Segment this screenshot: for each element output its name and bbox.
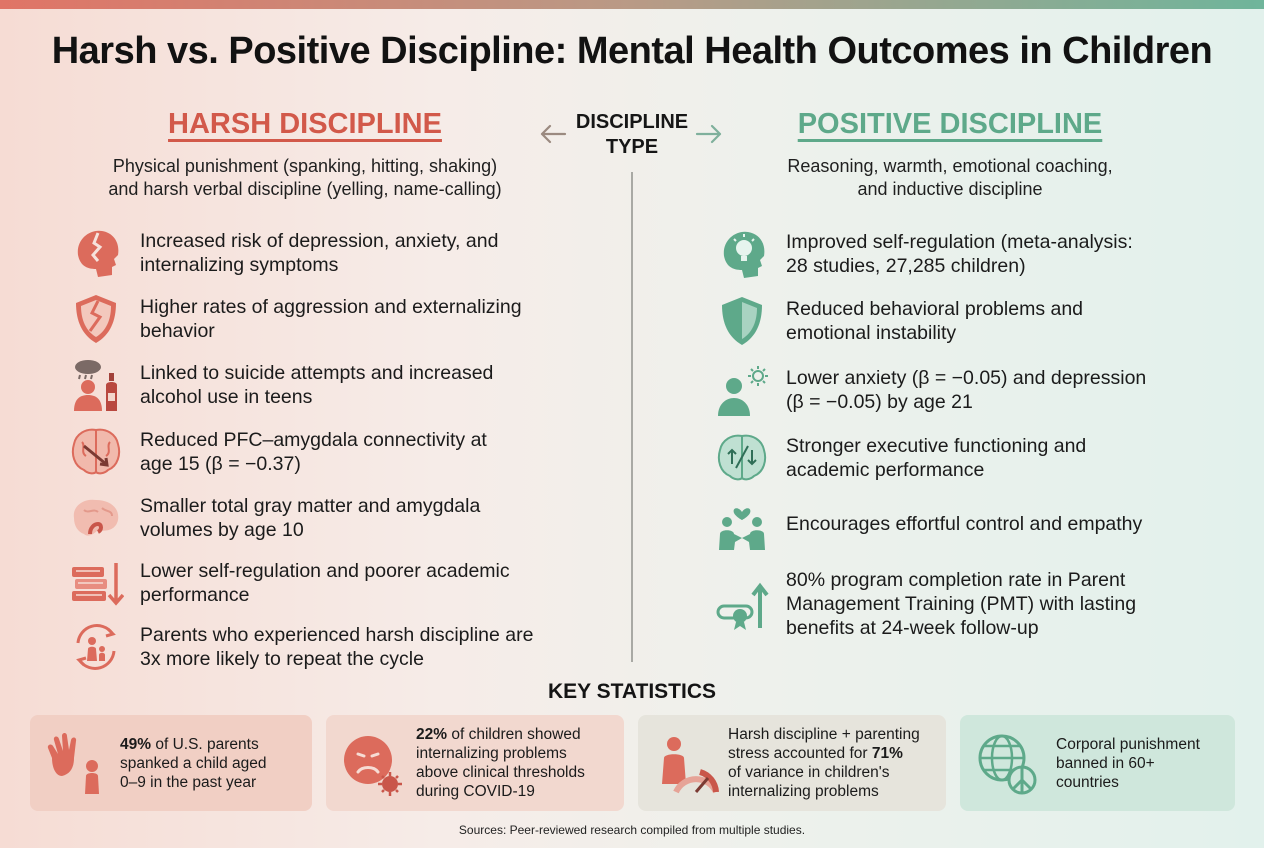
sad-face-virus-icon bbox=[344, 736, 402, 796]
broken-head-icon bbox=[77, 230, 119, 277]
stat-line: stress accounted for bbox=[728, 745, 872, 762]
item-text: academic performance bbox=[786, 459, 985, 481]
item-text: emotional instability bbox=[786, 322, 957, 344]
item-text: Reduced PFC–amygdala connectivity at bbox=[140, 429, 487, 451]
storm-cloud-bottle-icon bbox=[74, 360, 117, 411]
stat-line: countries bbox=[1056, 773, 1119, 791]
item-text: 80% program completion rate in Parent bbox=[786, 569, 1126, 591]
item-text: Higher rates of aggression and externali… bbox=[140, 296, 522, 318]
harsh-item: Linked to suicide attempts and increased… bbox=[68, 357, 588, 413]
stat-line: of variance in children's bbox=[728, 764, 890, 781]
stat-line: internalizing problems bbox=[728, 783, 879, 800]
sources-footnote: Sources: Peer-reviewed research compiled… bbox=[458, 823, 806, 837]
positive-item: Lower anxiety (β = −0.05) and depression… bbox=[714, 362, 1194, 418]
page-title: Harsh vs. Positive Discipline: Mental He… bbox=[51, 30, 1213, 72]
stat-line: spanked a child aged bbox=[120, 754, 267, 772]
stat-card: 22% of children showed internalizing pro… bbox=[326, 715, 624, 811]
harsh-item: Reduced PFC–amygdala connectivity at age … bbox=[68, 424, 588, 480]
stat-card: Harsh discipline + parenting stress acco… bbox=[638, 715, 946, 811]
discipline-type-line: DISCIPLINE bbox=[575, 111, 689, 133]
harsh-item: Higher rates of aggression and externali… bbox=[68, 291, 588, 347]
cycle-family-icon bbox=[76, 624, 116, 670]
stat-card: Corporal punishment banned in 60+ countr… bbox=[960, 715, 1235, 811]
center-divider bbox=[631, 172, 633, 662]
positive-discipline-description: Reasoning, warmth, emotional coaching, a… bbox=[740, 155, 1160, 201]
item-text: benefits at 24-week follow-up bbox=[786, 617, 1039, 639]
item-text: Improved self-regulation (meta-analysis: bbox=[786, 231, 1133, 253]
item-text: Encourages effortful control and empathy bbox=[786, 513, 1143, 535]
harsh-description-line: Physical punishment (spanking, hitting, … bbox=[112, 156, 498, 176]
item-text: (β = −0.05) by age 21 bbox=[786, 391, 973, 413]
stat-text: 22% of children showed internalizing pro… bbox=[416, 725, 585, 801]
item-text: Increased risk of depression, anxiety, a… bbox=[140, 230, 499, 252]
arrow-right-icon bbox=[695, 124, 722, 144]
harsh-item: Increased risk of depression, anxiety, a… bbox=[68, 225, 588, 281]
stat-card: 49% of U.S. parents spanked a child aged… bbox=[30, 715, 312, 811]
item-text: Lower self-regulation and poorer academi… bbox=[140, 560, 510, 582]
stat-line: 0–9 in the past year bbox=[120, 773, 257, 791]
stat-text: Harsh discipline + parenting stress acco… bbox=[728, 725, 920, 801]
item-text: volumes by age 10 bbox=[140, 519, 304, 541]
discipline-type-label: DISCIPLINE TYPE bbox=[560, 110, 704, 160]
item-text: alcohol use in teens bbox=[140, 386, 313, 408]
discipline-type-line: TYPE bbox=[605, 136, 659, 158]
item-text: behavior bbox=[140, 320, 215, 342]
positive-item: Improved self-regulation (meta-analysis:… bbox=[714, 226, 1194, 282]
harsh-item: Parents who experienced harsh discipline… bbox=[68, 619, 588, 675]
item-text: 28 studies, 27,285 children) bbox=[786, 255, 1026, 277]
stat-line: banned in 60+ bbox=[1056, 754, 1155, 772]
item-text: Smaller total gray matter and amygdala bbox=[140, 495, 481, 517]
stressed-parent-gauge-icon bbox=[662, 737, 719, 794]
positive-description-line: and inductive discipline bbox=[857, 179, 1043, 199]
harsh-item: Lower self-regulation and poorer academi… bbox=[68, 555, 588, 611]
brain-disconnect-icon bbox=[71, 428, 121, 475]
stat-highlight: 71% bbox=[871, 745, 903, 762]
stat-line: above clinical thresholds bbox=[416, 764, 585, 781]
stat-line: Corporal punishment bbox=[1056, 735, 1200, 753]
hand-child-icon bbox=[47, 733, 99, 794]
item-text: Linked to suicide attempts and increased bbox=[140, 362, 494, 384]
key-statistics-heading: KEY STATISTICS bbox=[547, 680, 717, 703]
holding-hands-heart-icon bbox=[719, 508, 765, 550]
certificate-up-arrow-icon bbox=[716, 582, 769, 630]
globe-peace-icon bbox=[978, 734, 1037, 795]
brain-arrows-icon bbox=[717, 434, 767, 481]
item-text: age 15 (β = −0.37) bbox=[140, 453, 301, 475]
cracked-shield-icon bbox=[76, 295, 116, 343]
positive-item: Reduced behavioral problems and emotional… bbox=[714, 293, 1194, 349]
harsh-discipline-description: Physical punishment (spanking, hitting, … bbox=[60, 155, 550, 201]
positive-discipline-heading: POSITIVE DISCIPLINE bbox=[797, 108, 1103, 140]
positive-description-line: Reasoning, warmth, emotional coaching, bbox=[787, 156, 1113, 176]
stat-line: Harsh discipline + parenting bbox=[728, 726, 920, 743]
top-accent-bar bbox=[0, 0, 1264, 9]
stat-text: 49% of U.S. parents spanked a child aged… bbox=[120, 735, 267, 792]
positive-item: Encourages effortful control and empathy bbox=[714, 496, 1194, 552]
stat-highlight: 22% bbox=[416, 726, 448, 743]
item-text: performance bbox=[140, 584, 250, 606]
item-text: internalizing symptoms bbox=[140, 254, 339, 276]
harsh-description-line: and harsh verbal discipline (yelling, na… bbox=[108, 179, 502, 199]
books-down-arrow-icon bbox=[72, 563, 124, 606]
lightbulb-head-icon bbox=[723, 231, 765, 278]
stat-highlight: 49% bbox=[120, 735, 152, 753]
item-text: Stronger executive functioning and bbox=[786, 435, 1087, 457]
harsh-item: Smaller total gray matter and amygdala vo… bbox=[68, 490, 588, 546]
positive-item: Stronger executive functioning and academ… bbox=[714, 430, 1194, 486]
item-text: Parents who experienced harsh discipline… bbox=[140, 624, 534, 646]
item-text: Lower anxiety (β = −0.05) and depression bbox=[786, 367, 1147, 389]
item-text: Reduced behavioral problems and bbox=[786, 298, 1084, 320]
item-text: Management Training (PMT) with lasting bbox=[786, 593, 1137, 615]
stat-line: during COVID-19 bbox=[416, 783, 535, 800]
item-text: 3x more likely to repeat the cycle bbox=[140, 648, 424, 670]
arrow-left-icon bbox=[540, 124, 567, 144]
brain-icon bbox=[73, 499, 119, 536]
person-sun-icon bbox=[718, 366, 768, 416]
shield-icon bbox=[722, 297, 762, 345]
stat-text: Corporal punishment banned in 60+ countr… bbox=[1056, 735, 1200, 792]
stat-line: of U.S. parents bbox=[151, 735, 259, 753]
stat-line: internalizing problems bbox=[416, 745, 567, 762]
stat-line: of children showed bbox=[447, 726, 581, 743]
positive-item: 80% program completion rate in Parent Man… bbox=[714, 568, 1194, 640]
harsh-discipline-heading: HARSH DISCIPLINE bbox=[168, 108, 442, 140]
